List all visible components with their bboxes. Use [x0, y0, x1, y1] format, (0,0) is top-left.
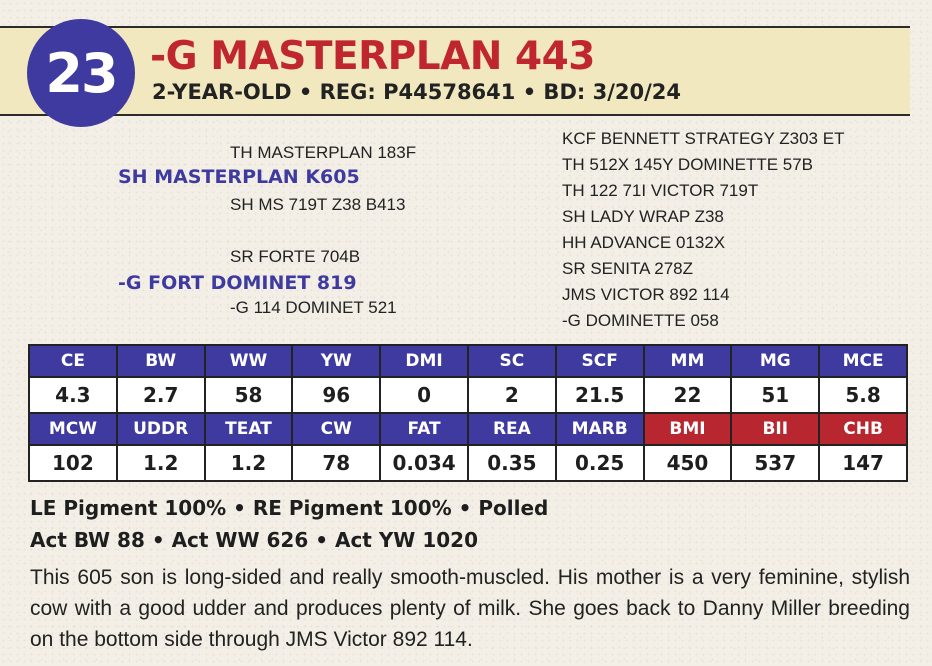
epd-header: SC: [466, 344, 557, 378]
animal-name: -G MASTERPLAN 443: [150, 34, 595, 79]
pedigree-ext-3: TH 122 71I VICTOR 719T: [562, 181, 759, 200]
epd-value: 537: [730, 444, 821, 482]
pedigree-dam: -G FORT DOMINET 819: [118, 272, 357, 294]
epd-header: REA: [466, 412, 557, 446]
description: This 605 son is long-sided and really sm…: [30, 566, 910, 651]
epd-header-row-2: MCW UDDR TEAT CW FAT REA MARB BMI BII CH…: [28, 412, 908, 446]
epd-header: UDDR: [115, 412, 206, 446]
pedigree-ext-2: TH 512X 145Y DOMINETTE 57B: [562, 155, 814, 174]
pigment-polled-line: LE Pigment 100% • RE Pigment 100% • Poll…: [30, 496, 549, 520]
epd-value: 22: [642, 376, 733, 414]
epd-value-row-1: 4.3 2.7 58 96 0 2 21.5 22 51 5.8: [28, 376, 908, 414]
epd-value: 78: [291, 444, 382, 482]
pedigree-ext-8: -G DOMINETTE 058: [562, 311, 719, 330]
epd-value: 102: [28, 444, 118, 482]
epd-header: SCF: [554, 344, 645, 378]
epd-value: 5.8: [818, 376, 908, 414]
epd-value: 0.25: [554, 444, 645, 482]
epd-value: 0.35: [466, 444, 557, 482]
pedigree-sire: SH MASTERPLAN K605: [118, 166, 360, 188]
epd-value: 2.7: [115, 376, 206, 414]
epd-header: MARB: [554, 412, 645, 446]
epd-value: 51: [730, 376, 821, 414]
epd-value: 58: [203, 376, 294, 414]
pedigree-sire-sire: TH MASTERPLAN 183F: [230, 143, 417, 162]
epd-header: MCW: [28, 412, 118, 446]
epd-header: MM: [642, 344, 733, 378]
epd-value: 21.5: [554, 376, 645, 414]
epd-value: 1.2: [203, 444, 294, 482]
lot-number: 23: [45, 41, 118, 105]
epd-header: DMI: [379, 344, 469, 378]
epd-value: 96: [291, 376, 382, 414]
epd-header: FAT: [379, 412, 469, 446]
epd-index-header: BMI: [642, 412, 733, 446]
epd-header: MG: [730, 344, 821, 378]
pedigree-dam-dam: -G 114 DOMINET 521: [230, 298, 397, 317]
epd-header: YW: [291, 344, 382, 378]
pedigree-sire-dam: SH MS 719T Z38 B413: [230, 195, 406, 214]
epd-table: CE BW WW YW DMI SC SCF MM MG MCE 4.3 2.7…: [28, 344, 908, 482]
animal-details: 2-YEAR-OLD • REG: P44578641 • BD: 3/20/2…: [152, 80, 681, 104]
pedigree-ext-1: KCF BENNETT STRATEGY Z303 ET: [562, 129, 845, 148]
pedigree-ext-6: SR SENITA 278Z: [562, 259, 694, 278]
lot-number-badge: 23: [27, 19, 135, 127]
epd-header: WW: [203, 344, 294, 378]
epd-value: 0: [379, 376, 469, 414]
epd-value: 2: [466, 376, 557, 414]
epd-value-row-2: 102 1.2 1.2 78 0.034 0.35 0.25 450 537 1…: [28, 444, 908, 482]
epd-header: CE: [28, 344, 118, 378]
actual-weights-line: Act BW 88 • Act WW 626 • Act YW 1020: [30, 528, 478, 552]
epd-value: 4.3: [28, 376, 118, 414]
pedigree-ext-5: HH ADVANCE 0132X: [562, 233, 726, 252]
pedigree-dam-sire: SR FORTE 704B: [230, 247, 361, 266]
pedigree-ext-7: JMS VICTOR 892 114: [562, 285, 730, 304]
epd-header-row-1: CE BW WW YW DMI SC SCF MM MG MCE: [28, 344, 908, 378]
epd-header: CW: [291, 412, 382, 446]
epd-value: 450: [642, 444, 733, 482]
epd-header: TEAT: [203, 412, 294, 446]
epd-value: 0.034: [379, 444, 469, 482]
epd-index-header: CHB: [818, 412, 908, 446]
header-band: [0, 26, 910, 116]
epd-header: BW: [115, 344, 206, 378]
epd-index-header: BII: [730, 412, 821, 446]
pedigree-ext-4: SH LADY WRAP Z38: [562, 207, 724, 226]
epd-value: 1.2: [115, 444, 206, 482]
epd-value: 147: [818, 444, 908, 482]
epd-header: MCE: [818, 344, 908, 378]
